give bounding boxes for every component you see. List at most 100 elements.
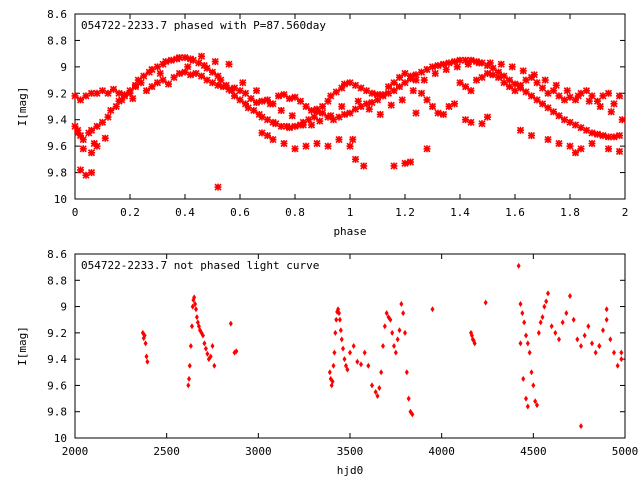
- x-tick-label: 2: [622, 206, 629, 219]
- data-point: [283, 122, 291, 130]
- data-point: [530, 71, 538, 79]
- data-point: [118, 96, 126, 104]
- data-point: [365, 105, 373, 113]
- data-point: [148, 83, 156, 91]
- data-point: [244, 104, 252, 112]
- data-point: [222, 81, 230, 89]
- data-point: [472, 76, 481, 84]
- data-point: [202, 340, 207, 347]
- data-point: [417, 68, 426, 76]
- data-point: [399, 300, 404, 307]
- data-point: [568, 293, 572, 300]
- data-point: [187, 375, 192, 382]
- data-point: [401, 310, 406, 317]
- data-point: [346, 79, 354, 87]
- data-point: [373, 91, 382, 99]
- data-point: [109, 85, 118, 93]
- x-tick-label: 3500: [337, 445, 364, 458]
- data-point: [395, 73, 404, 81]
- data-point: [377, 385, 382, 392]
- data-point: [189, 56, 197, 64]
- data-point: [544, 135, 552, 144]
- data-point: [604, 89, 613, 97]
- data-point: [76, 96, 85, 104]
- data-point: [107, 106, 115, 115]
- data-point: [335, 113, 343, 121]
- data-point: [403, 329, 407, 336]
- data-point: [456, 79, 464, 87]
- data-point: [115, 97, 123, 105]
- data-point: [379, 369, 384, 376]
- data-point: [351, 81, 360, 89]
- data-point: [582, 126, 591, 134]
- data-point: [525, 340, 530, 347]
- data-point: [234, 348, 239, 355]
- data-point: [194, 314, 199, 321]
- data-point: [555, 139, 563, 148]
- data-point: [619, 356, 624, 363]
- data-point: [200, 332, 205, 339]
- data-point: [104, 89, 112, 97]
- data-point: [343, 362, 348, 369]
- data-point: [318, 102, 327, 111]
- data-point: [225, 85, 233, 93]
- x-tick-label: 3000: [245, 445, 272, 458]
- data-point: [93, 122, 101, 130]
- y-tick-label: 9.8: [47, 167, 67, 180]
- data-point: [208, 79, 217, 87]
- data-point: [549, 323, 554, 330]
- data-point: [508, 63, 516, 71]
- data-point: [324, 97, 332, 105]
- data-point: [252, 87, 261, 95]
- data-point: [398, 96, 406, 104]
- data-point: [214, 81, 222, 89]
- data-point: [203, 64, 211, 72]
- data-point: [90, 139, 98, 148]
- data-point: [434, 61, 442, 70]
- data-point: [82, 92, 90, 100]
- y-tick-label: 10: [54, 432, 67, 445]
- data-point: [467, 56, 475, 64]
- data-point: [571, 96, 580, 104]
- data-point: [338, 84, 346, 92]
- data-point: [131, 83, 140, 91]
- data-point: [579, 343, 583, 349]
- data-point: [542, 303, 547, 310]
- data-point: [585, 97, 593, 105]
- data-point: [406, 158, 415, 166]
- data-point: [74, 129, 82, 137]
- data-point: [299, 121, 307, 129]
- data-point: [387, 101, 395, 109]
- data-point: [401, 69, 409, 78]
- data-point: [522, 319, 527, 326]
- data-point: [566, 142, 574, 150]
- data-point: [439, 110, 448, 118]
- data-point: [230, 84, 239, 92]
- data-point: [360, 162, 368, 170]
- data-point: [618, 116, 626, 124]
- data-point: [219, 83, 228, 91]
- data-point: [359, 361, 363, 368]
- data-point: [327, 112, 335, 120]
- chart-title: 054722-2233.7 phased with P=87.560day: [81, 19, 326, 32]
- data-point: [351, 343, 356, 349]
- data-point: [175, 69, 184, 78]
- data-point: [428, 63, 437, 71]
- data-point: [193, 300, 198, 307]
- data-point: [241, 89, 250, 97]
- data-point: [428, 102, 437, 111]
- data-point: [390, 79, 398, 87]
- data-point: [518, 340, 523, 347]
- data-point: [143, 340, 148, 347]
- data-point: [214, 72, 222, 80]
- data-point: [555, 92, 563, 100]
- data-point: [274, 92, 283, 100]
- y-tick-label: 9.2: [47, 327, 67, 340]
- data-point: [401, 159, 409, 167]
- data-point: [464, 60, 472, 68]
- data-point: [557, 336, 561, 343]
- data-point: [384, 83, 393, 91]
- x-tick-label: 0: [72, 206, 79, 219]
- data-point: [472, 58, 481, 66]
- data-point: [586, 323, 591, 330]
